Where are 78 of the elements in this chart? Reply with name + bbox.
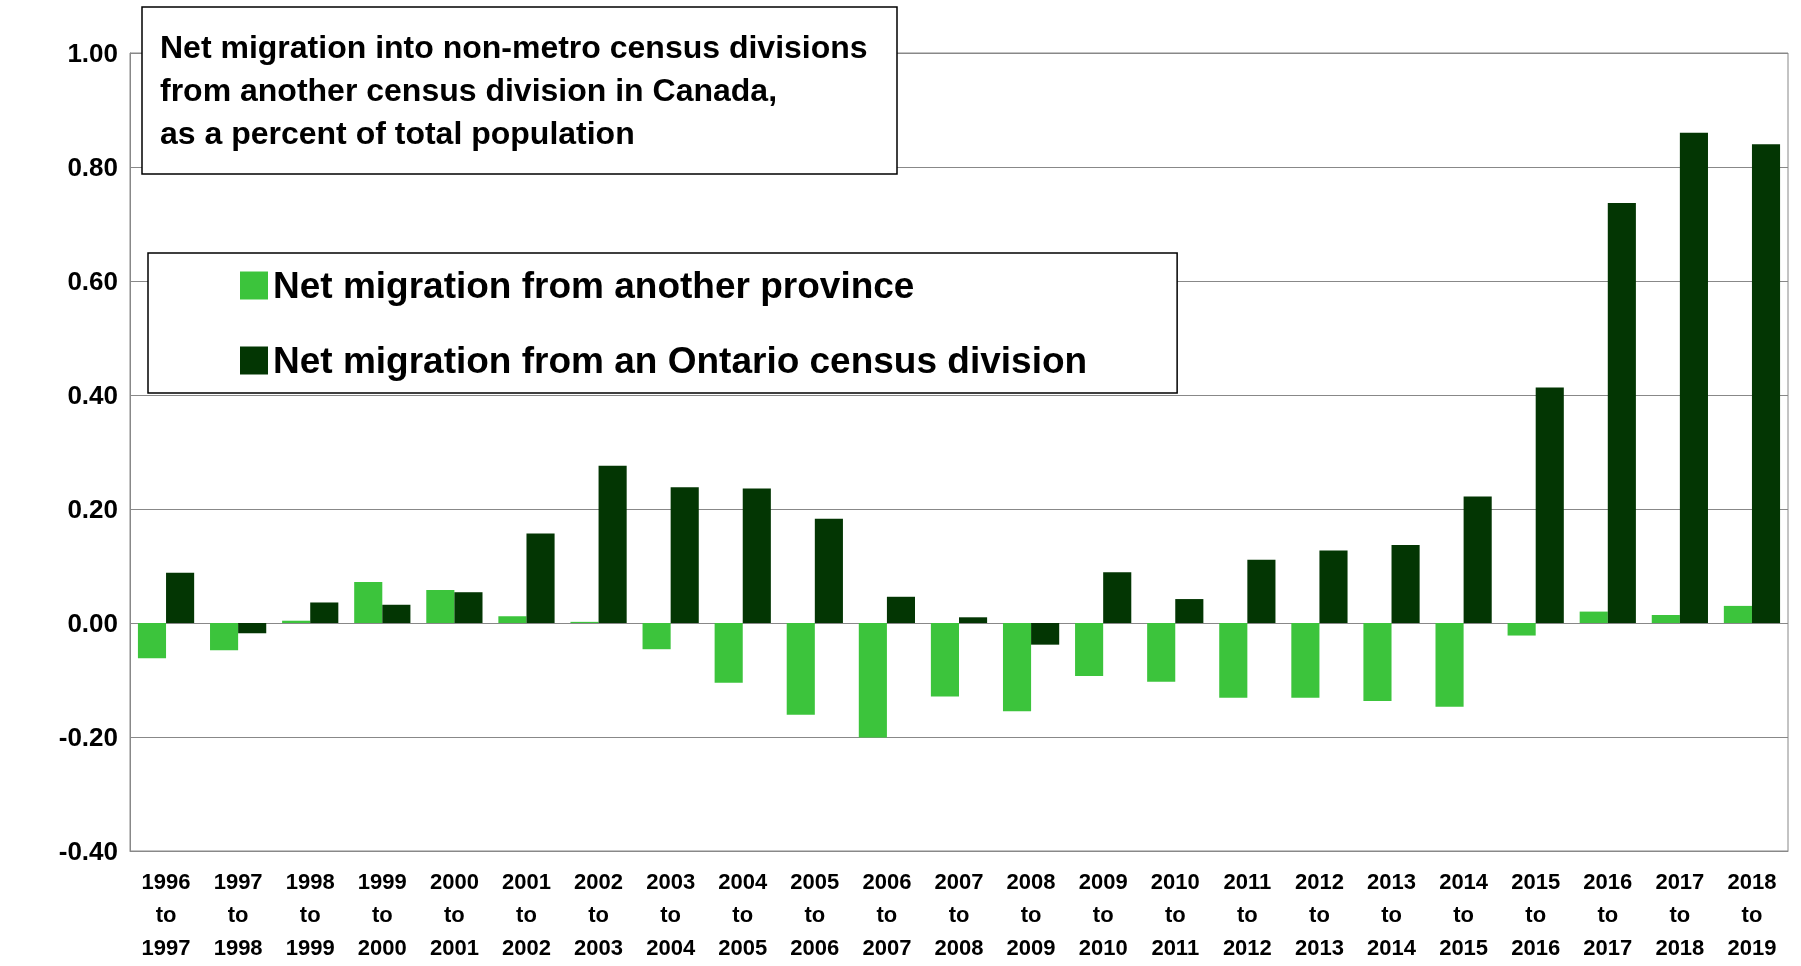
bar xyxy=(354,581,383,623)
bar xyxy=(858,623,887,738)
bar xyxy=(454,592,483,623)
x-tick-label: 2006 to 2007 xyxy=(862,869,912,960)
bar xyxy=(1002,623,1032,712)
bar xyxy=(1463,496,1492,623)
bar xyxy=(742,488,771,623)
bar xyxy=(670,487,699,623)
bar xyxy=(1435,623,1464,707)
x-tick-label: 1996 to 1997 xyxy=(141,869,191,960)
x-tick-label: 1999 to 2000 xyxy=(357,869,407,960)
bar xyxy=(1031,623,1060,645)
bar xyxy=(1723,605,1752,623)
x-tick-label: 2012 to 2013 xyxy=(1294,869,1344,960)
legend-label: Net migration from another province xyxy=(273,265,915,306)
y-tick-label: 1.00 xyxy=(67,38,118,68)
x-tick-label: 2013 to 2014 xyxy=(1367,869,1417,960)
bar xyxy=(1075,623,1104,677)
bar xyxy=(1507,623,1536,636)
x-tick-label: 2001 to 2002 xyxy=(502,869,551,960)
bar xyxy=(1219,623,1248,698)
bar xyxy=(1103,572,1132,623)
x-tick-label: 2004 to 2005 xyxy=(718,869,768,960)
bar xyxy=(166,572,195,623)
bar xyxy=(210,623,239,651)
x-tick-label: 2003 to 2004 xyxy=(646,869,696,960)
x-tick-label: 2014 to 2015 xyxy=(1439,869,1489,960)
bar xyxy=(1651,615,1680,623)
bar xyxy=(1319,550,1348,623)
bar xyxy=(137,623,167,659)
text: Net migration into non-metro census divisions from another census division in Canada, as a percent of total population xyxy=(160,28,868,151)
bar xyxy=(310,602,339,623)
bar xyxy=(814,518,843,623)
bar xyxy=(498,616,527,623)
y-tick-label: -0.20 xyxy=(58,722,118,752)
x-tick-label: 2002 to 2003 xyxy=(574,869,624,960)
bar xyxy=(1607,202,1636,623)
y-tick-label: 0.80 xyxy=(67,152,118,182)
bar xyxy=(714,623,743,683)
bar xyxy=(1291,623,1320,698)
bar xyxy=(426,589,455,623)
bar xyxy=(1391,544,1420,623)
bar xyxy=(1579,611,1608,623)
x-tick-label: 1997 to 1998 xyxy=(213,869,263,960)
bar xyxy=(238,623,267,634)
x-tick-label: 2000 to 2001 xyxy=(429,869,479,960)
x-tick-label: 2010 to 2011 xyxy=(1150,869,1200,960)
x-tick-label: 2018 to 2019 xyxy=(1727,869,1777,960)
x-tick-label: 2005 to 2006 xyxy=(790,869,840,960)
bar xyxy=(1535,387,1564,623)
bar xyxy=(1679,132,1708,623)
legend-label: Net migration from an Ontario census division xyxy=(273,340,1088,381)
x-tick-label: 2009 to 2010 xyxy=(1078,869,1128,960)
y-tick-label: 0.60 xyxy=(67,266,118,296)
y-tick-label: 0.40 xyxy=(67,380,118,410)
x-tick-label: 2016 to 2017 xyxy=(1583,869,1633,960)
bar xyxy=(959,617,988,623)
y-tick-label: 0.00 xyxy=(67,608,118,638)
bar xyxy=(642,623,671,650)
bar xyxy=(786,623,815,715)
x-tick-label: 1998 to 1999 xyxy=(285,869,335,960)
bar xyxy=(1363,623,1392,702)
bar xyxy=(1247,559,1276,623)
x-tick-label: 2007 to 2008 xyxy=(934,869,984,960)
bar xyxy=(1175,599,1204,623)
bar xyxy=(526,533,555,623)
bar xyxy=(1751,144,1781,623)
bar xyxy=(382,604,411,623)
x-tick-label: 2011 to 2012 xyxy=(1222,869,1272,960)
y-tick-label: 0.20 xyxy=(67,494,118,524)
y-tick-label: -0.40 xyxy=(58,836,118,866)
bar xyxy=(598,465,627,623)
bar xyxy=(886,596,916,623)
bar xyxy=(930,623,959,697)
x-tick-label: 2008 to 2009 xyxy=(1006,869,1056,960)
x-tick-label: 2015 to 2016 xyxy=(1511,869,1561,960)
x-tick-label: 2017 to 2018 xyxy=(1655,869,1705,960)
bar xyxy=(1147,623,1176,682)
